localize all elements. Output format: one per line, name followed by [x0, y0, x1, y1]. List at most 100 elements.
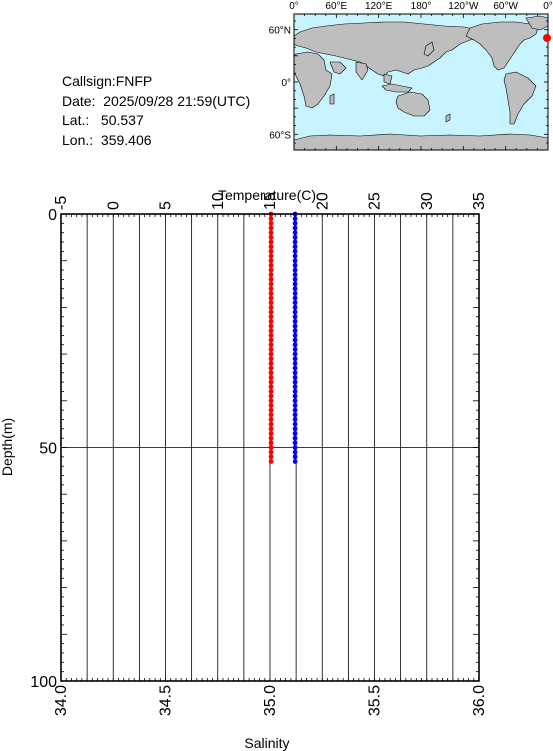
salinity-point: [292, 398, 298, 404]
salinity-point: [292, 258, 298, 264]
salinity-point: [292, 426, 298, 432]
salinity-point: [292, 267, 298, 273]
temperature-point: [268, 435, 274, 441]
temperature-point: [268, 267, 274, 273]
salinity-point: [292, 216, 298, 222]
salinity-point: [292, 417, 298, 422]
salinity-point: [292, 290, 298, 296]
map-lon-label: 120°E: [365, 1, 393, 12]
temperature-point: [268, 407, 274, 413]
temperature-point: [268, 276, 274, 282]
temperature-point: [268, 384, 274, 390]
temperature-point: [268, 403, 274, 408]
salinity-point: [292, 248, 298, 254]
temperature-point: [268, 370, 274, 376]
station-info: Callsign:FNFP Date: 2025/09/28 21:59(UTC…: [62, 72, 250, 150]
temperature-point: [268, 220, 274, 226]
temperature-point: [268, 379, 274, 385]
depth-axis-label: Depth(m): [0, 418, 15, 476]
salinity-tick-label: 34.5: [158, 685, 175, 716]
salinity-point: [292, 239, 298, 245]
temperature-tick-labels: -5 0 5 10 15 20 25 30 35: [53, 192, 488, 210]
temperature-tick-label: 30: [419, 192, 436, 210]
map-lon-label: 60°E: [325, 1, 347, 12]
temperature-point: [268, 440, 274, 446]
depth-tick-label: 50: [39, 441, 57, 458]
salinity-tick-labels: 34.0 34.5 35.0 35.5 36.0: [53, 685, 488, 716]
salinity-tick-label: 35.5: [367, 685, 384, 716]
map-lat-label: 60°N: [269, 26, 291, 37]
temperature-point: [268, 328, 274, 334]
salinity-point: [292, 319, 298, 324]
salinity-point: [292, 305, 298, 310]
salinity-point: [292, 421, 298, 427]
map-lat-label: 0°: [281, 78, 291, 89]
temperature-point: [268, 244, 274, 250]
map-lon-labels: 0° 60°E 120°E 180° 120°W 60°W 0°: [289, 1, 553, 12]
depth-tick-label: 0: [48, 207, 57, 224]
salinity-point: [292, 356, 298, 362]
temperature-point: [268, 290, 274, 296]
temperature-point: [268, 398, 274, 404]
salinity-point: [292, 253, 298, 259]
salinity-point: [292, 300, 298, 306]
temperature-point: [268, 356, 274, 362]
salinity-point: [292, 440, 298, 446]
temperature-point: [268, 225, 274, 231]
latitude-text: Lat.: 50.537: [62, 112, 144, 128]
salinity-point: [292, 281, 298, 287]
temperature-point: [268, 342, 274, 348]
temperature-point: [268, 449, 274, 455]
station-marker: [543, 33, 551, 42]
salinity-point: [292, 342, 298, 348]
temperature-point: [268, 262, 274, 268]
temperature-point: [268, 305, 274, 310]
temperature-axis-label: Temperature(C): [218, 187, 316, 203]
temperature-point: [268, 459, 274, 464]
temperature-tick-label: 35: [471, 192, 488, 210]
longitude-text: Lon.: 359.406: [62, 131, 152, 148]
salinity-point: [292, 323, 298, 329]
map-lon-label: 180°: [411, 1, 432, 12]
salinity-tick-label: 35.0: [262, 685, 279, 716]
map-lat-labels: 60°N 0° 60°S: [269, 26, 292, 142]
temperature-point: [268, 253, 274, 259]
map-lat-label: 60°S: [269, 130, 291, 141]
temperature-point: [268, 412, 274, 418]
salinity-point: [292, 454, 298, 460]
salinity-point: [292, 407, 298, 413]
salinity-point: [292, 328, 298, 334]
salinity-point: [292, 272, 298, 278]
salinity-point: [292, 286, 298, 292]
temperature-tick-label: 15: [262, 192, 279, 210]
salinity-tick-label: 34.0: [53, 685, 70, 716]
temperature-point: [268, 281, 274, 287]
salinity-point: [292, 309, 298, 315]
salinity-point: [292, 295, 298, 301]
temperature-point: [268, 351, 274, 357]
salinity-point: [292, 234, 298, 240]
salinity-point: [292, 365, 298, 371]
temperature-point: [268, 286, 274, 292]
temperature-point: [268, 295, 274, 301]
salinity-point: [292, 351, 298, 357]
map-lon-label: 0°: [289, 1, 299, 12]
salinity-point: [292, 220, 298, 226]
salinity-point: [292, 262, 298, 268]
temperature-tick-label: -5: [53, 196, 70, 210]
salinity-point: [292, 459, 298, 464]
temperature-point: [268, 333, 274, 338]
temperature-point: [268, 300, 274, 306]
temperature-point: [268, 426, 274, 432]
temperature-point: [268, 323, 274, 329]
temperature-tick-label: 5: [158, 201, 175, 210]
temperature-point: [268, 309, 274, 315]
temperature-point: [268, 319, 274, 324]
temperature-point: [268, 361, 274, 366]
map-lon-label: 60°W: [493, 1, 518, 12]
temperature-point: [268, 230, 274, 236]
salinity-point: [292, 449, 298, 455]
salinity-point: [292, 375, 298, 380]
temperature-point: [268, 337, 274, 343]
